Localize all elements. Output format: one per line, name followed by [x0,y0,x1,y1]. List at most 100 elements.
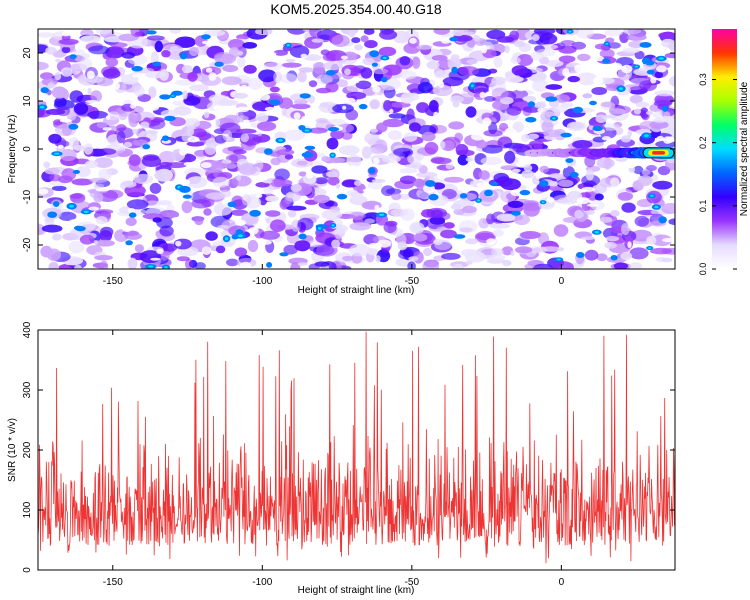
heatmap-blob [496,213,516,222]
heatmap-blob [73,102,89,115]
colorbar-tick-label: 0.0 [698,263,708,276]
heatmap-blob-blue [539,180,549,187]
heatmap-blob [545,60,564,67]
heatmap-blob-blue [146,30,157,35]
heatmap-blob [308,80,318,88]
heatmap-blob [96,121,108,129]
heatmap-blob-light [362,188,376,193]
heatmap-blob-cyan [69,204,74,208]
heatmap-blob-light [663,136,673,144]
heatmap-blob [429,216,446,225]
heatmap-blob [125,217,137,227]
heatmap-blob-light [476,182,485,187]
heatmap-blob [622,47,641,54]
heatmap-blob [577,53,591,62]
heatmap-blob-light [132,128,138,134]
heatmap-blob [543,129,562,138]
heatmap-blob [69,90,84,103]
heatmap-blob [516,54,534,66]
y-tick-label: 0 [22,567,33,573]
heatmap-blob [194,217,204,226]
heatmap-blob [208,94,228,104]
heatmap-blob [443,222,455,229]
heatmap-blob-light [88,206,100,211]
heatmap-blob [372,68,389,75]
heatmap-blob-light [149,104,159,111]
heatmap-blob [382,118,405,128]
heatmap-blob [342,255,354,261]
heatmap-blob-blue [565,158,574,164]
snr-x-label: Height of straight line (km) [298,585,415,596]
heatmap-blob [399,175,417,185]
heatmap-blob [360,35,369,43]
heatmap-blob [325,81,339,93]
heatmap-blob-light [130,103,136,109]
heatmap-blob [273,49,288,56]
heatmap-blob [44,167,60,175]
heatmap-blob-light [537,107,544,113]
heatmap-blob [391,192,402,201]
heatmap-blob [390,208,408,217]
heatmap-blob [221,76,242,86]
heatmap-blob [431,55,448,61]
heatmap-blob-blue [449,37,458,42]
heatmap-blob [367,247,378,256]
heatmap-blob [486,213,495,225]
heatmap-blob [393,147,414,157]
heatmap-blob-blue [569,171,579,178]
heatmap-blob [383,99,392,112]
heatmap-blob-blue [142,144,151,150]
heatmap-blob [214,53,237,64]
heatmap-blob [38,61,49,71]
heatmap-blob [46,248,62,261]
heatmap-blob [148,86,157,99]
heatmap-blob-blue [610,255,618,261]
heatmap-blob [433,29,450,35]
heatmap-blob [227,39,245,50]
heatmap-blob [287,210,297,218]
heatmap-blob-light [650,77,657,84]
heatmap-blob-light [621,64,633,74]
heatmap-blob [132,139,148,146]
heatmap-blob-blue [201,34,211,40]
heatmap-blob-light [486,238,496,245]
heatmap-blob-cyan [618,87,624,91]
y-tick-label: -10 [22,189,33,204]
heatmap-blob [599,48,615,59]
heatmap-blob [38,32,56,38]
heatmap-blob-blue [299,93,311,99]
heatmap-blob [127,257,138,269]
heatmap-blob-light [38,92,49,102]
heatmap-blob [505,75,524,83]
y-tick-label: 400 [22,321,33,338]
heatmap-blob [313,194,330,204]
heatmap-blob [142,154,160,161]
heatmap-blob [258,69,277,83]
heatmap-blob-light [549,141,563,146]
heatmap-blob-blue [369,50,380,58]
heatmap-blob-light [281,107,287,117]
x-tick-label: -150 [103,577,123,588]
heatmap-blob [219,189,232,198]
heatmap-blob [459,227,473,233]
x-tick-label: -100 [252,276,272,287]
heatmap-blob-cyan [477,199,480,202]
heatmap-blob [51,185,67,191]
heatmap-blob-light [44,217,55,223]
heatmap-blob [205,231,218,241]
heatmap-blob [428,100,439,112]
heatmap-blob [475,140,488,149]
snr-y-label: SNR (10 * v/v) [7,418,18,482]
heatmap-blob-cyan [148,265,154,268]
x-tick-label: 0 [559,276,565,287]
heatmap-blob [355,80,372,90]
heatmap-blob [621,202,636,213]
heatmap-blob [423,247,433,257]
heatmap-blob [304,36,323,49]
heatmap-blob [80,29,94,38]
heatmap-blob-cyan [650,194,654,197]
heatmap-blob-light [335,183,340,189]
heatmap-blob [255,182,270,188]
heatmap-blob [238,162,258,176]
heatmap-blob [426,207,447,219]
